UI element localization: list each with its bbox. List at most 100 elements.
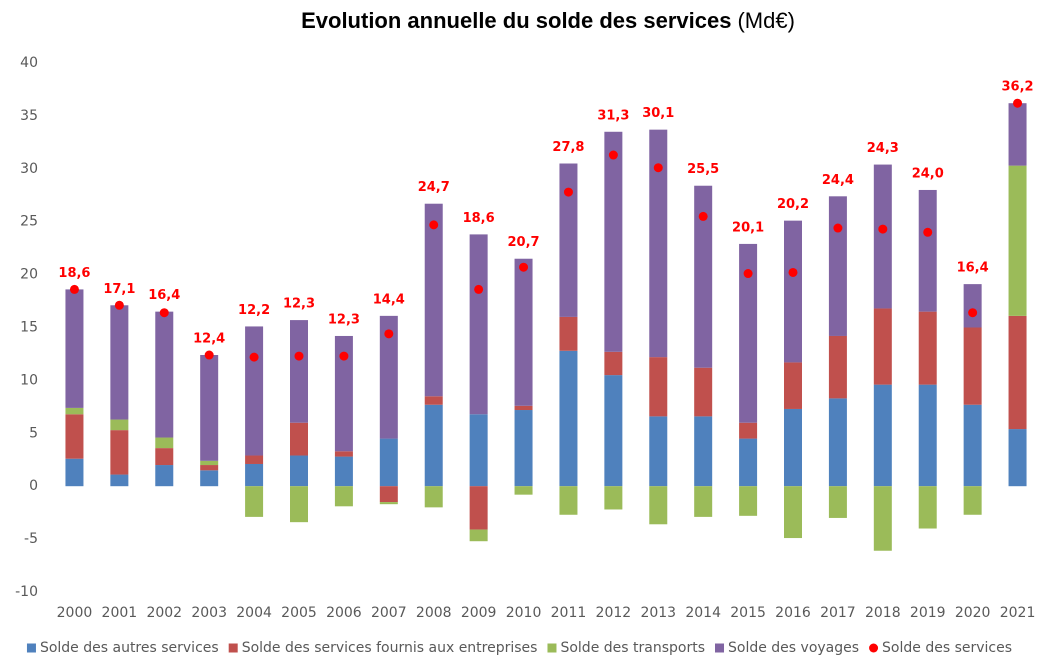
bar-segment [469,529,488,542]
bar-segment [694,416,713,487]
bar-segment [65,407,84,415]
value-label: 18,6 [58,266,90,281]
bar-segment [245,326,264,456]
bar-segment [200,465,219,471]
bar-segment [290,455,308,487]
bar-segment [334,486,353,507]
total-dot [204,350,214,360]
value-label: 17,1 [103,282,135,297]
bar-segment [290,486,308,523]
bar-segment [424,486,443,508]
value-label: 20,1 [732,220,764,235]
bar-segment [918,486,937,529]
value-label: 24,3 [867,141,899,156]
bar-segment [155,465,174,487]
total-dot [743,269,753,279]
bar-segment [873,486,892,551]
y-tick-label: 40 [20,55,38,71]
x-tick-label: 2003 [191,605,227,621]
bar-segment [334,456,353,487]
bar-segment [155,437,174,449]
x-tick-label: 2016 [775,605,811,621]
bar-segment [918,384,937,487]
value-label: 20,7 [508,235,540,250]
bar-segment [200,470,219,487]
x-tick-label: 2018 [865,605,901,621]
legend-label: Solde des voyages [728,640,859,656]
bar-segment [514,410,533,487]
total-dot [114,300,124,310]
y-tick-label: 30 [20,161,38,177]
value-label: 12,3 [328,312,360,327]
y-tick-label: 35 [20,108,38,124]
bar-segment [963,486,982,515]
legend-marker [715,643,725,653]
bar-segment [828,335,847,399]
bar-segment [379,502,398,505]
bar-segment [784,362,802,409]
value-label: 24,4 [822,173,854,188]
total-dot [1013,98,1023,108]
bar-segment [963,327,982,405]
x-tick-label: 2004 [236,605,272,621]
x-tick-label: 2008 [416,605,452,621]
bar-segment [649,416,668,487]
legend-label: Solde des autres services [40,640,219,656]
total-dot [653,163,663,173]
value-label: 31,3 [597,108,629,123]
legend-marker [547,643,557,653]
value-label: 27,8 [552,140,584,155]
total-dot [294,351,304,361]
bar-segment [739,486,758,516]
x-tick-label: 2019 [910,605,946,621]
bar-segment [424,203,443,397]
total-dot [563,187,573,197]
chart-title: Evolution annuelle du solde des services… [301,8,795,33]
bar-segment [739,438,758,487]
bar-segment [559,163,578,317]
x-tick-label: 2010 [506,605,542,621]
bar-segment [604,351,623,376]
legend-marker [869,643,879,653]
bar-segment [1008,165,1027,316]
value-label: 24,7 [418,180,450,195]
bar-segment [604,486,623,510]
bar-segment [649,486,668,525]
bar-segment [469,234,488,415]
x-tick-label: 2014 [685,605,721,621]
total-dot [519,262,529,272]
bar-segment [649,357,668,417]
bar-segment [1008,103,1027,166]
value-label: 16,4 [148,288,180,303]
y-tick-label: -5 [24,531,38,547]
x-tick-label: 2006 [326,605,362,621]
total-dot [159,308,169,318]
total-dot [429,220,439,230]
y-tick-label: 20 [20,267,38,283]
total-dot [608,150,618,160]
legend-label: Solde des services fournis aux entrepris… [242,640,538,656]
bar-segment [873,384,892,487]
y-tick-label: 5 [29,425,38,441]
bar-segment [559,316,578,351]
legend-label: Solde des services [882,640,1012,656]
bar-segment [1008,429,1027,487]
bar-segment [918,311,937,385]
bar-segment [694,367,713,417]
total-dot [923,227,933,237]
bar-segment [110,419,129,431]
x-tick-label: 2009 [461,605,497,621]
bar-segment [110,474,129,487]
bar-segment [784,220,802,363]
bar-segment [110,430,129,475]
bar-segment [424,404,443,487]
value-label: 25,5 [687,162,719,177]
bar-segment [290,422,308,456]
bar-segment [918,189,937,312]
bar-segment [559,350,578,487]
x-tick-label: 2017 [820,605,856,621]
total-dot [384,329,394,339]
total-dot [968,308,978,318]
value-label: 20,2 [777,197,809,212]
